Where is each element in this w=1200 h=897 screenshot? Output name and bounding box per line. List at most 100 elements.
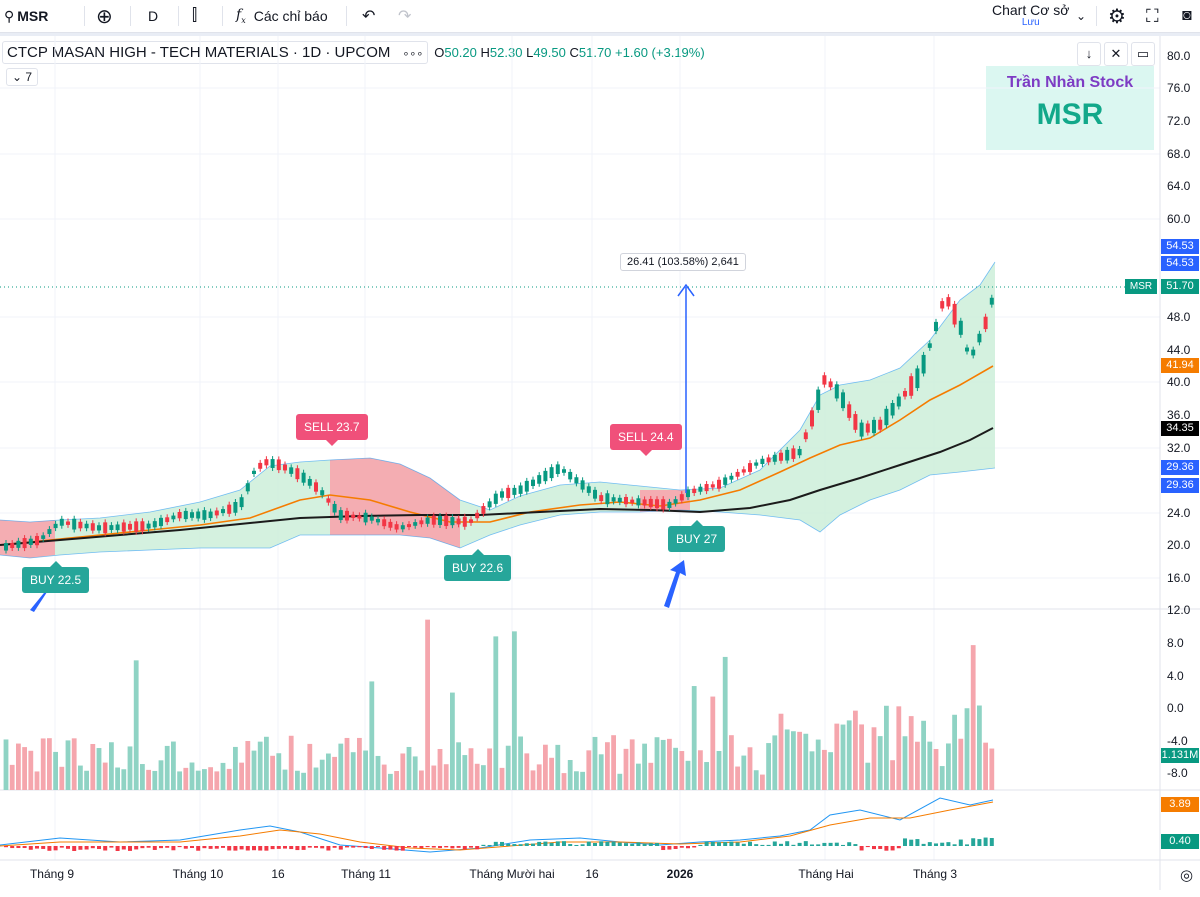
measure-label[interactable]: 26.41 (103.58%) 2,641 — [620, 253, 746, 271]
volume-bar — [890, 760, 895, 790]
candle-body — [574, 477, 579, 484]
candle-body — [698, 486, 703, 492]
layout-name-button[interactable]: Chart Cơ sở Lưu — [992, 2, 1070, 28]
compare-add-icon[interactable]: ⊕ — [96, 5, 113, 28]
candle-body — [500, 491, 504, 498]
maximize-pane-icon[interactable]: ▭ — [1131, 42, 1155, 66]
scroll-down-icon[interactable]: ↓ — [1077, 42, 1101, 66]
buy-signal-label[interactable]: BUY 22.6 — [444, 549, 512, 581]
high-value: 52.30 — [489, 44, 523, 60]
volume-bar — [729, 735, 734, 790]
volume-bar — [133, 660, 139, 790]
candle-body — [177, 511, 182, 519]
macd-hist-bar — [450, 846, 455, 849]
candle-body — [264, 459, 269, 466]
time-settings-icon[interactable]: ◎ — [1180, 867, 1194, 884]
volume-bar — [574, 771, 579, 790]
candle-body — [419, 520, 424, 525]
candle-body — [896, 396, 901, 407]
fullscreen-icon[interactable]: ⛶ — [1146, 5, 1159, 26]
more-options-icon[interactable]: ∘∘∘ — [402, 47, 424, 60]
camera-icon[interactable]: ◙ — [1182, 7, 1192, 24]
settings-gear-icon[interactable]: ⚙ — [1108, 5, 1126, 28]
undo-icon[interactable]: ↶ — [362, 8, 376, 25]
symbol-search-button[interactable]: ⚲ MSR — [4, 0, 48, 32]
volume-bar — [629, 739, 635, 790]
volume-bar — [617, 773, 623, 790]
candle-body — [84, 523, 89, 529]
candle-body — [624, 496, 628, 505]
candle-type-icon[interactable]: ⫿ — [192, 7, 198, 24]
buy-signal-label[interactable]: BUY 22.5 — [22, 561, 90, 593]
signal-pointer — [471, 549, 484, 555]
price-axis-label: 29.36 — [1161, 460, 1199, 475]
symbol-title[interactable]: CTCP MASAN HIGH - TECH MATERIALS · 1D · … — [2, 40, 429, 64]
volume-bar — [270, 755, 275, 790]
volume-bar — [834, 723, 840, 790]
macd-hist-bar — [686, 846, 690, 849]
redo-icon[interactable]: ↷ — [398, 8, 412, 25]
candle-body — [729, 475, 734, 480]
macd-hist-bar — [481, 844, 486, 846]
lower-band-line — [0, 467, 996, 559]
volume-bar — [419, 770, 424, 790]
macd-hist-bar — [617, 842, 622, 846]
volume-bar — [580, 771, 585, 790]
signal-pointer — [325, 440, 338, 446]
macd-hist-bar — [382, 846, 387, 850]
price-tick: 68.0 — [1167, 147, 1191, 161]
candle-body — [512, 487, 517, 495]
macd-hist-bar — [431, 846, 436, 848]
candle-body — [227, 504, 232, 514]
macd-hist-bar — [357, 846, 362, 848]
pointer-arrow-icon — [664, 560, 686, 608]
candle-body — [853, 414, 858, 430]
macd-hist-bar — [946, 842, 951, 846]
close-value: 51.70 — [578, 44, 612, 60]
candlestick-series — [4, 294, 994, 554]
macd-hist-bar — [66, 846, 70, 849]
symbol-price-tag: MSR — [1125, 279, 1157, 294]
candle-body — [475, 512, 480, 519]
interval-button[interactable]: D — [148, 8, 159, 24]
volume-bar — [233, 746, 238, 790]
macd-hist-bar — [475, 846, 480, 850]
indicators-button[interactable]: fx Các chỉ báo — [236, 0, 328, 32]
candle-body — [245, 483, 250, 492]
volume-bar — [611, 735, 616, 790]
candle-body — [109, 525, 114, 530]
macd-hist-bar — [593, 843, 597, 846]
volume-bar — [344, 737, 350, 790]
macd-hist-bar — [748, 841, 752, 846]
volume-bar — [363, 750, 368, 790]
macd-hist-bar — [735, 842, 740, 846]
macd-hist-bar — [295, 846, 300, 851]
buy-signal-label[interactable]: BUY 27 — [668, 520, 726, 552]
volume-bar — [958, 738, 964, 790]
sell-signal-label[interactable]: SELL 24.4 — [610, 424, 682, 456]
sell-signal-label[interactable]: SELL 23.7 — [296, 414, 368, 446]
candle-body — [10, 543, 15, 549]
macd-hist-bar — [444, 846, 449, 848]
collapse-icon[interactable]: ✕ — [1104, 42, 1128, 66]
candle-body — [555, 464, 560, 475]
candle-body — [369, 516, 374, 521]
indicators-toggle[interactable]: ⌄ 7 — [6, 68, 39, 86]
candle-body — [872, 419, 876, 434]
time-tick: Tháng 3 — [912, 867, 958, 881]
candle-body — [518, 485, 523, 494]
volume-bar — [512, 631, 517, 790]
macd-hist-bar — [35, 846, 39, 849]
macd-hist-bar — [791, 844, 796, 846]
time-axis[interactable]: Tháng 9 Tháng 10 16 Tháng 11 Tháng Mười hai 1… — [0, 862, 1160, 888]
candle-body — [859, 422, 864, 437]
candle-body — [196, 511, 201, 519]
volume-bar — [536, 764, 542, 790]
chevron-down-icon[interactable]: ⌄ — [1076, 9, 1087, 23]
price-axis[interactable]: 80.0 76.0 72.0 68.0 64.0 60.0 48.0 44.0 40.0 36.0… — [1125, 36, 1200, 860]
volume-bar — [698, 750, 703, 790]
macd-hist-bar — [698, 844, 703, 846]
volume-bar — [220, 762, 226, 790]
macd-hist-bar — [667, 846, 672, 850]
candle-body — [438, 516, 442, 525]
